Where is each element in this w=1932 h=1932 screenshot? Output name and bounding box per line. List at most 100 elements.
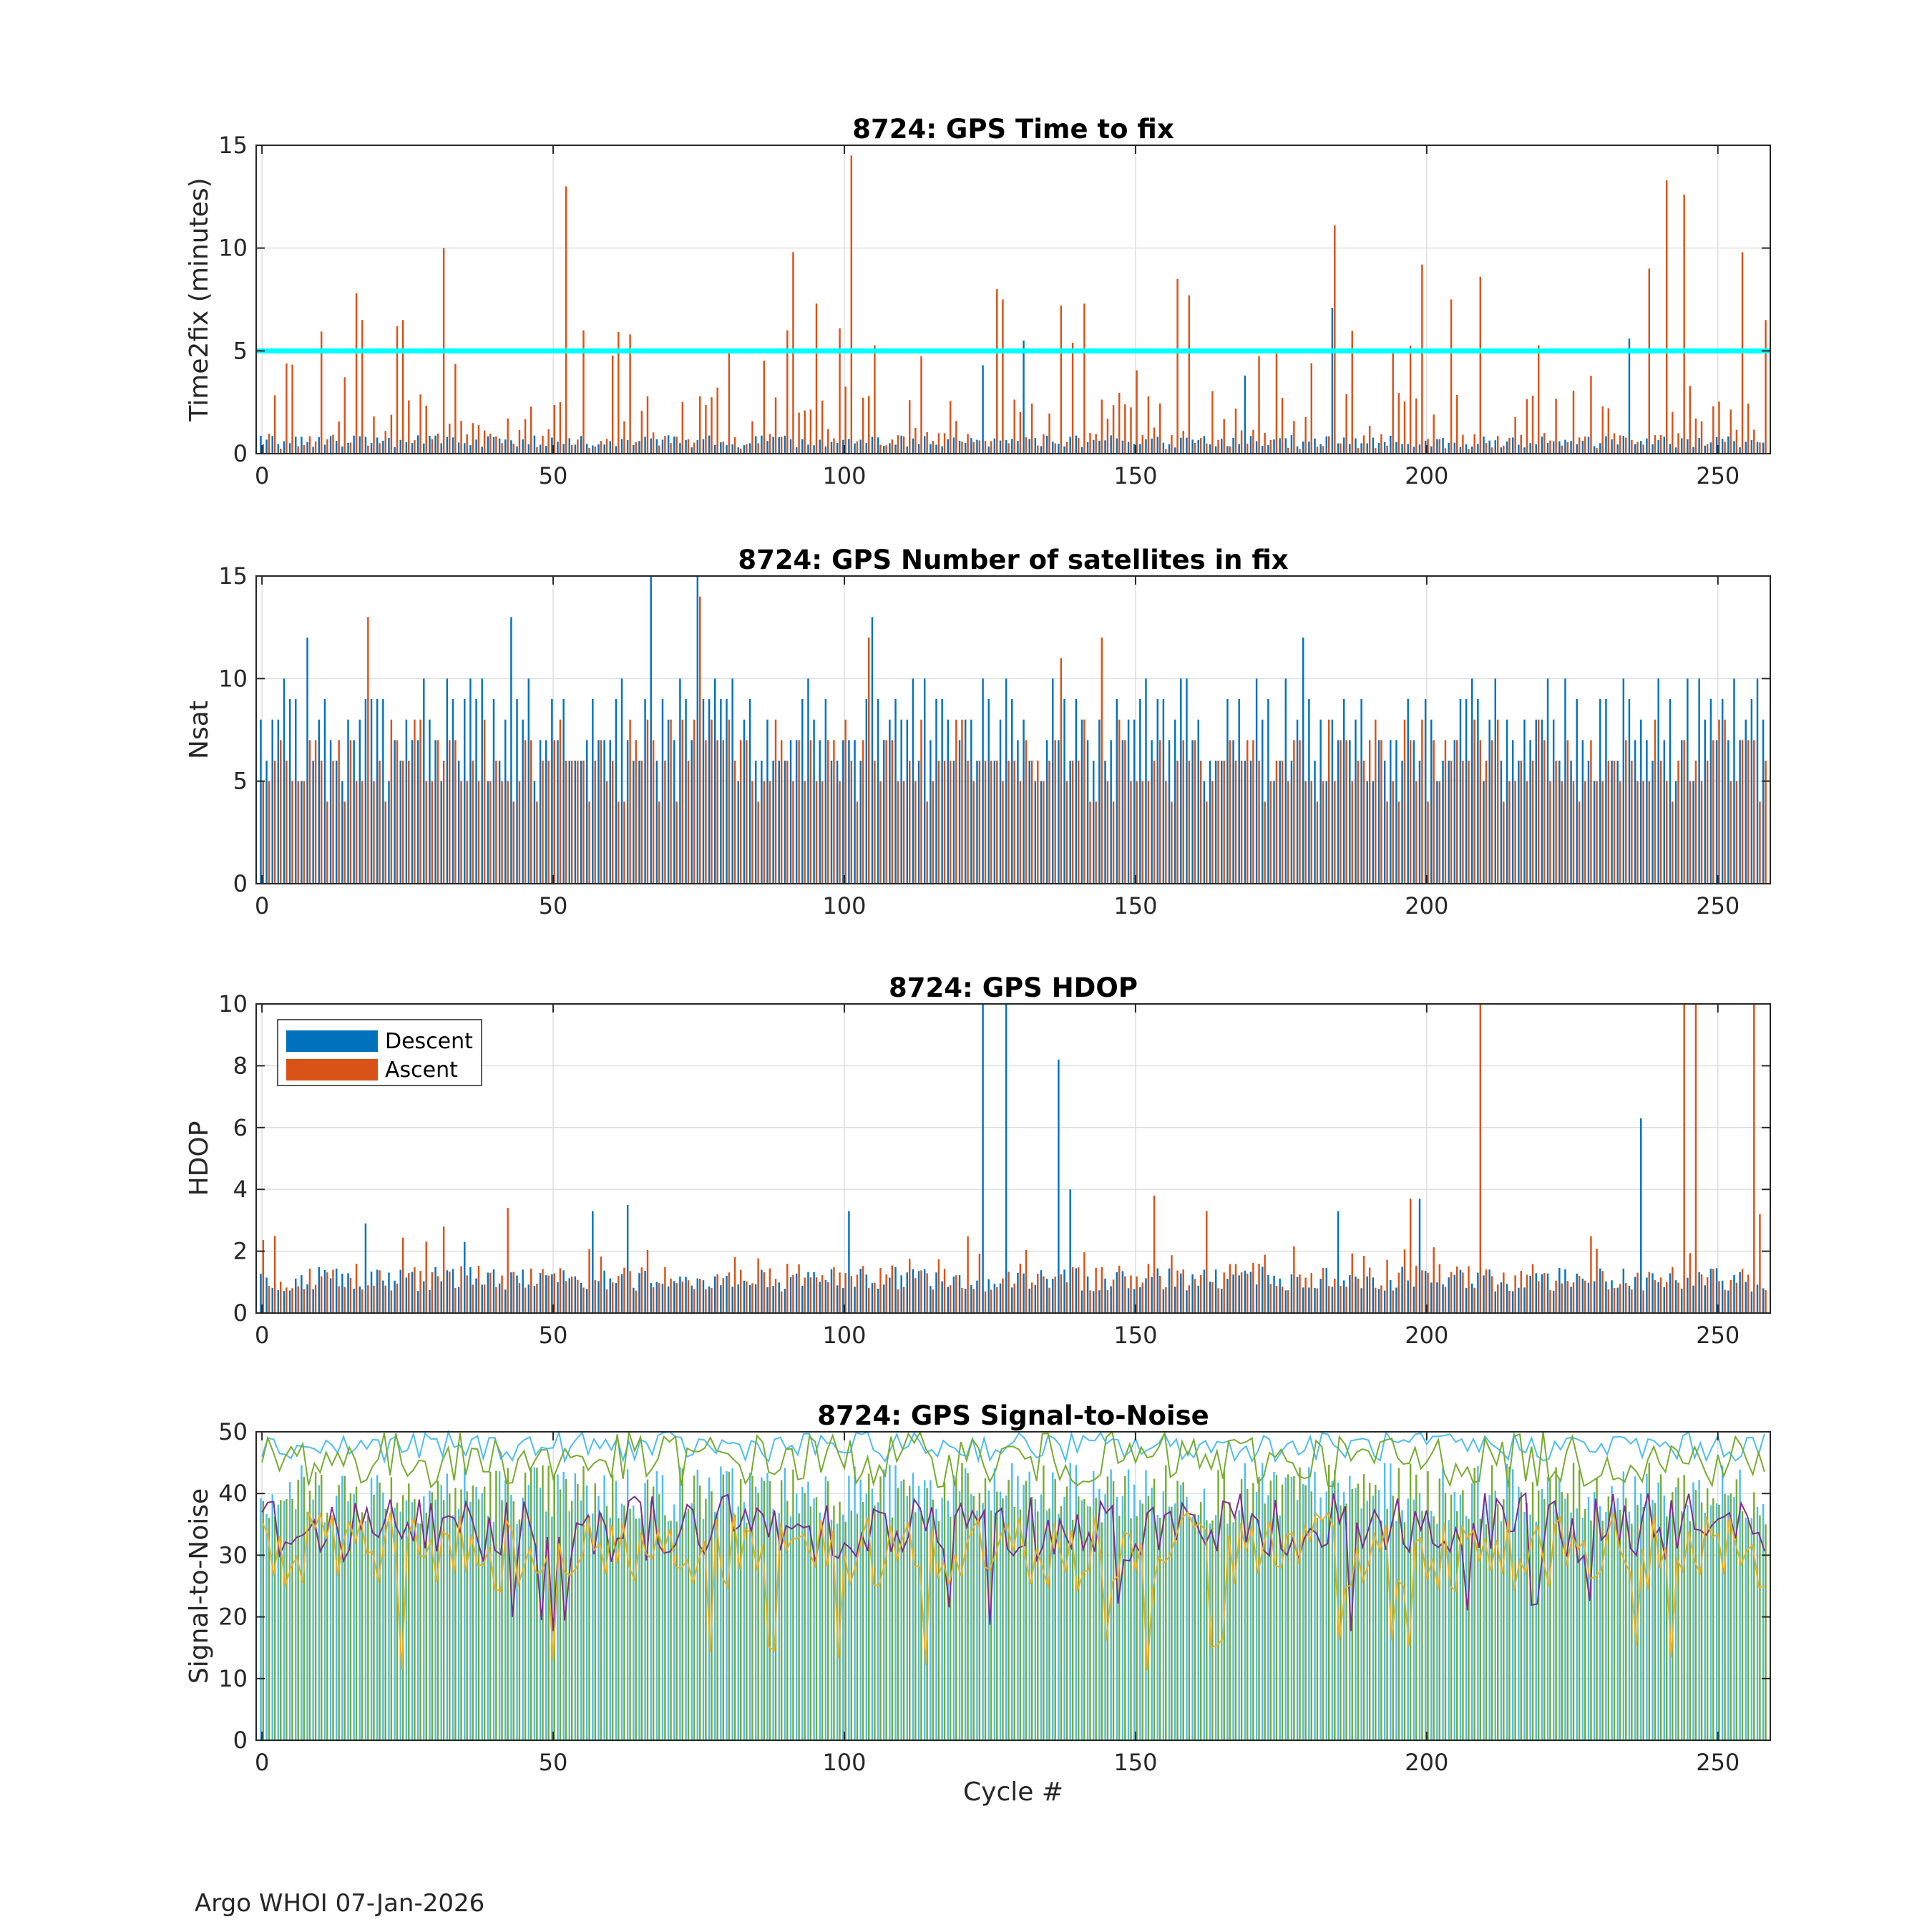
bar-ascent xyxy=(949,1516,952,1740)
bar-ascent xyxy=(1165,1287,1167,1313)
bar-ascent xyxy=(1578,1469,1581,1740)
bar-descent xyxy=(714,678,716,884)
bar-descent xyxy=(754,1284,757,1313)
y-axis-label: Signal-to-Noise xyxy=(185,1488,214,1684)
bar-descent xyxy=(999,440,1002,454)
bar-descent xyxy=(685,699,687,884)
bar-descent xyxy=(1745,1518,1747,1740)
bar-ascent xyxy=(1002,299,1004,454)
x-tick-label: 100 xyxy=(822,1749,866,1776)
bar-descent xyxy=(1214,761,1217,884)
bar-descent xyxy=(714,1511,716,1740)
bar-ascent xyxy=(949,761,952,884)
bar-ascent xyxy=(1375,1287,1377,1313)
bar-ascent xyxy=(414,1267,416,1313)
bar-ascent xyxy=(1334,781,1336,884)
bar-ascent xyxy=(1479,740,1482,884)
bar-ascent xyxy=(1101,1267,1103,1313)
bar-ascent xyxy=(1275,351,1278,454)
bar-descent xyxy=(574,761,577,884)
bar-descent xyxy=(795,1273,798,1313)
bar-ascent xyxy=(1019,1509,1022,1740)
bar-descent xyxy=(1552,719,1555,884)
bar-descent xyxy=(1634,1476,1636,1740)
bar-ascent xyxy=(611,1474,614,1740)
bar-descent xyxy=(661,699,664,884)
bar-ascent xyxy=(635,1518,637,1740)
bar-ascent xyxy=(1468,1518,1470,1740)
bar-ascent xyxy=(833,1506,835,1740)
x-tick-label: 250 xyxy=(1696,1749,1740,1776)
bar-descent xyxy=(807,1272,809,1313)
bar-ascent xyxy=(1765,1524,1767,1740)
bar-descent xyxy=(527,678,530,884)
bar-ascent xyxy=(1124,404,1126,454)
bar-descent xyxy=(1599,699,1601,884)
bar-descent xyxy=(358,436,361,454)
bar-ascent xyxy=(728,1471,731,1740)
bar-descent xyxy=(813,445,815,454)
bar-descent xyxy=(993,438,996,454)
bar-ascent xyxy=(1427,801,1429,884)
bar-descent xyxy=(661,1475,664,1740)
bar-ascent xyxy=(1543,740,1546,884)
bar-ascent xyxy=(1037,761,1039,884)
bar-descent xyxy=(527,444,530,454)
bar-ascent xyxy=(553,740,555,884)
bar-ascent xyxy=(746,1523,748,1740)
bar-descent xyxy=(1727,1495,1729,1740)
bar-descent xyxy=(301,1465,303,1740)
bar-descent xyxy=(912,438,914,454)
bar-descent xyxy=(1314,438,1316,454)
bar-descent xyxy=(568,761,570,884)
bar-descent xyxy=(1401,444,1403,454)
bar-descent xyxy=(1290,1476,1293,1740)
bar-descent xyxy=(1477,699,1479,884)
bar-ascent xyxy=(1566,740,1569,884)
bar-descent xyxy=(1605,436,1607,454)
bar-descent xyxy=(1017,740,1019,884)
bar-descent xyxy=(1121,1271,1124,1313)
bar-ascent xyxy=(926,801,928,884)
bar-descent xyxy=(1529,740,1531,884)
bar-descent xyxy=(295,1278,297,1313)
bar-descent xyxy=(574,1473,577,1740)
bar-ascent xyxy=(984,441,987,454)
bar-ascent xyxy=(1089,1506,1091,1740)
bar-descent xyxy=(557,740,559,884)
bar-descent xyxy=(1377,740,1380,884)
bar-descent xyxy=(1372,1496,1375,1740)
bar-ascent xyxy=(804,781,806,884)
bar-descent xyxy=(737,781,740,884)
x-tick-label: 150 xyxy=(1113,1749,1157,1776)
bar-ascent xyxy=(1118,1516,1121,1740)
bar-descent xyxy=(923,436,926,454)
bar-descent xyxy=(1040,1494,1043,1740)
bar-descent xyxy=(1197,719,1199,884)
bar-descent xyxy=(1698,1272,1700,1313)
bar-descent xyxy=(1372,781,1375,884)
bar-ascent xyxy=(524,419,527,454)
bar-descent xyxy=(306,638,308,884)
bar-ascent xyxy=(1642,1507,1644,1740)
bar-descent xyxy=(416,435,419,454)
bar-descent xyxy=(1319,444,1322,454)
bar-descent xyxy=(1587,761,1590,884)
bar-ascent xyxy=(1217,439,1219,454)
bar-descent xyxy=(789,439,792,454)
bar-descent xyxy=(633,761,635,884)
y-tick-label: 5 xyxy=(233,337,248,364)
chart-title: 8724: GPS HDOP xyxy=(889,972,1138,1003)
bar-descent xyxy=(807,444,809,454)
bar-ascent xyxy=(850,1276,853,1313)
bar-descent xyxy=(609,441,611,454)
bar-ascent xyxy=(746,740,748,884)
bar-descent xyxy=(527,1485,530,1740)
bar-descent xyxy=(801,1285,804,1313)
bar-ascent xyxy=(1526,781,1528,884)
bar-descent xyxy=(551,699,553,884)
bar-descent xyxy=(958,740,961,884)
bar-descent xyxy=(923,1480,926,1740)
y-tick-label: 10 xyxy=(218,665,248,692)
bar-descent xyxy=(1494,440,1497,454)
